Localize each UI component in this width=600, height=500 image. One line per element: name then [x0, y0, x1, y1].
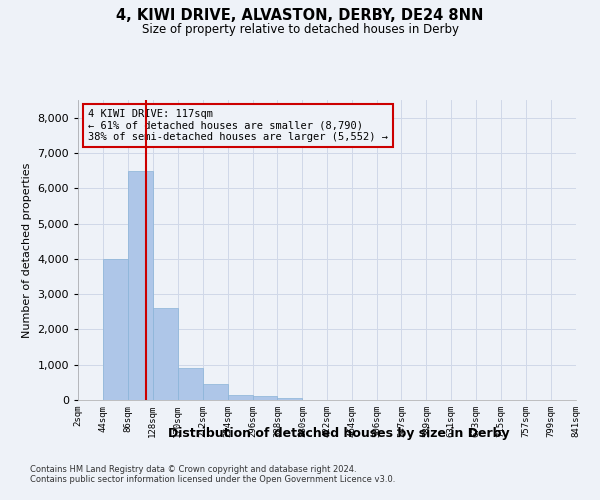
Bar — [128, 170, 153, 400]
Y-axis label: Number of detached properties: Number of detached properties — [22, 162, 32, 338]
Text: Contains HM Land Registry data © Crown copyright and database right 2024.: Contains HM Land Registry data © Crown c… — [30, 466, 356, 474]
Text: 4, KIWI DRIVE, ALVASTON, DERBY, DE24 8NN: 4, KIWI DRIVE, ALVASTON, DERBY, DE24 8NN — [116, 8, 484, 22]
Bar — [227, 394, 253, 400]
Bar — [203, 384, 227, 400]
Bar — [178, 368, 203, 400]
Text: Size of property relative to detached houses in Derby: Size of property relative to detached ho… — [142, 22, 458, 36]
Bar — [103, 259, 128, 400]
Bar — [153, 308, 178, 400]
Text: Distribution of detached houses by size in Derby: Distribution of detached houses by size … — [168, 428, 510, 440]
Bar — [277, 398, 302, 400]
Bar — [253, 396, 277, 400]
Text: 4 KIWI DRIVE: 117sqm
← 61% of detached houses are smaller (8,790)
38% of semi-de: 4 KIWI DRIVE: 117sqm ← 61% of detached h… — [88, 109, 388, 142]
Text: Contains public sector information licensed under the Open Government Licence v3: Contains public sector information licen… — [30, 476, 395, 484]
